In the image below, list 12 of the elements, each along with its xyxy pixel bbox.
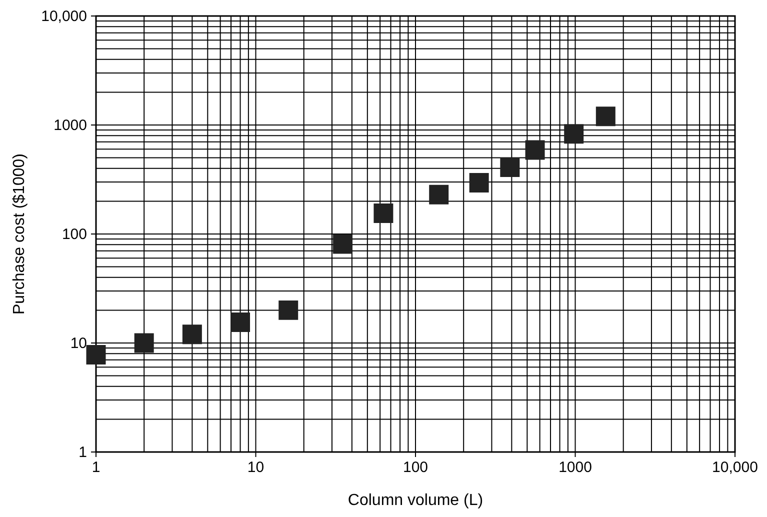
y-axis-title: Purchase cost ($1000) (11, 154, 28, 314)
x-tick-label: 10,000 (712, 459, 758, 476)
x-tick-label: 1000 (558, 459, 592, 476)
x-tick-label: 100 (402, 459, 428, 476)
y-tick-label: 1000 (54, 117, 87, 134)
y-tick-label: 10,000 (41, 8, 87, 25)
x-tick-label: 1 (92, 459, 100, 476)
y-tick-label: 1 (78, 444, 87, 461)
y-tick-label: 10 (70, 335, 87, 352)
x-tick-label: 10 (247, 459, 264, 476)
x-axis-title: Column volume (L) (348, 492, 484, 509)
y-tick-label: 100 (62, 226, 87, 243)
